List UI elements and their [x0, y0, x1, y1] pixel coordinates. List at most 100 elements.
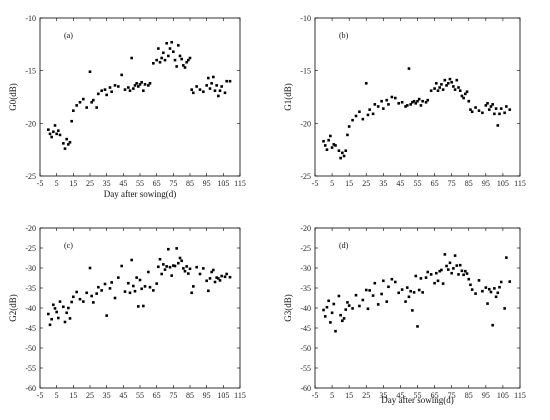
data-point [487, 108, 491, 111]
data-point [387, 103, 390, 106]
data-point [208, 87, 212, 90]
data-point [120, 264, 123, 268]
data-point [411, 309, 414, 312]
data-point [120, 73, 123, 77]
data-point [346, 301, 349, 304]
data-point [341, 319, 344, 323]
data-point [382, 107, 385, 110]
data-point [88, 70, 92, 74]
data-point [421, 291, 424, 294]
data-point [168, 47, 172, 50]
data-point [135, 276, 138, 279]
data-point [505, 256, 508, 259]
data-point [157, 265, 160, 269]
x-tick-label: 105 [497, 391, 509, 400]
x-tick-label: 105 [497, 179, 509, 188]
data-point [469, 283, 472, 287]
data-point [105, 314, 108, 317]
data-point [170, 40, 173, 44]
data-point [322, 308, 325, 312]
x-tick-label: 85 [186, 179, 194, 188]
data-point [70, 300, 73, 304]
data-point [100, 289, 103, 292]
data-point [419, 277, 423, 280]
x-tick-label: 85 [465, 391, 473, 400]
data-point [385, 98, 389, 102]
x-tick-label: 25 [86, 391, 94, 400]
data-point [220, 274, 223, 278]
data-point [148, 82, 152, 85]
data-point [155, 282, 158, 285]
data-point [190, 291, 193, 295]
y-tick-label: -25 [25, 244, 36, 253]
data-point [452, 85, 455, 88]
data-point [65, 311, 68, 315]
data-point [48, 323, 52, 327]
data-point [400, 288, 404, 291]
data-point [371, 112, 375, 116]
y-tick-label: -40 [25, 304, 36, 313]
data-point [188, 267, 192, 271]
data-point [457, 86, 460, 89]
data-point [95, 106, 98, 109]
x-tick-label: 55 [414, 179, 422, 188]
data-point [503, 111, 506, 115]
data-point [337, 149, 341, 153]
data-point [70, 119, 73, 123]
data-point [414, 274, 418, 278]
x-tick-label: 55 [414, 391, 422, 400]
data-point [158, 257, 162, 261]
data-point [433, 281, 436, 285]
data-point [493, 287, 496, 290]
data-point [458, 263, 462, 267]
data-point [390, 277, 394, 281]
data-point [496, 291, 500, 295]
y-tick-label: -10 [300, 14, 311, 23]
data-point [393, 280, 397, 284]
data-point [404, 105, 407, 108]
data-point [48, 132, 52, 136]
x-tick-label: 55 [136, 179, 144, 188]
data-point [337, 294, 341, 298]
data-point [487, 287, 491, 291]
data-point [366, 307, 370, 311]
data-point [133, 84, 137, 87]
data-point [433, 87, 436, 90]
data-point [142, 304, 145, 308]
data-point [469, 108, 472, 111]
data-point [385, 300, 389, 303]
data-point [376, 105, 380, 108]
x-tick-label: 25 [86, 179, 94, 188]
data-point [195, 85, 198, 88]
data-point [464, 92, 467, 96]
data-point [103, 88, 107, 91]
x-tick-label: 15 [345, 391, 353, 400]
data-point [130, 258, 133, 262]
data-point [195, 265, 198, 269]
data-point [397, 102, 401, 105]
data-point [185, 265, 188, 268]
x-tick-label: 65 [431, 391, 439, 400]
data-point [187, 58, 190, 62]
x-tick-label: 95 [203, 179, 211, 188]
data-point [65, 137, 68, 141]
x-tick-label: 15 [69, 391, 77, 400]
data-point [361, 117, 365, 121]
data-point [225, 79, 228, 83]
data-point [167, 247, 170, 251]
data-point [455, 78, 459, 82]
data-point [155, 58, 158, 62]
data-point [55, 132, 58, 136]
x-tick-label: 5 [55, 179, 59, 188]
data-point [481, 111, 484, 115]
data-point [75, 104, 78, 107]
data-point [117, 85, 120, 88]
data-point [100, 89, 103, 92]
data-point [364, 82, 368, 85]
data-point [322, 139, 325, 143]
y-tick-label: -55 [300, 364, 311, 373]
data-point [178, 256, 182, 260]
x-tick-label: 5 [330, 179, 334, 188]
data-point [354, 293, 358, 297]
data-point [160, 56, 163, 60]
